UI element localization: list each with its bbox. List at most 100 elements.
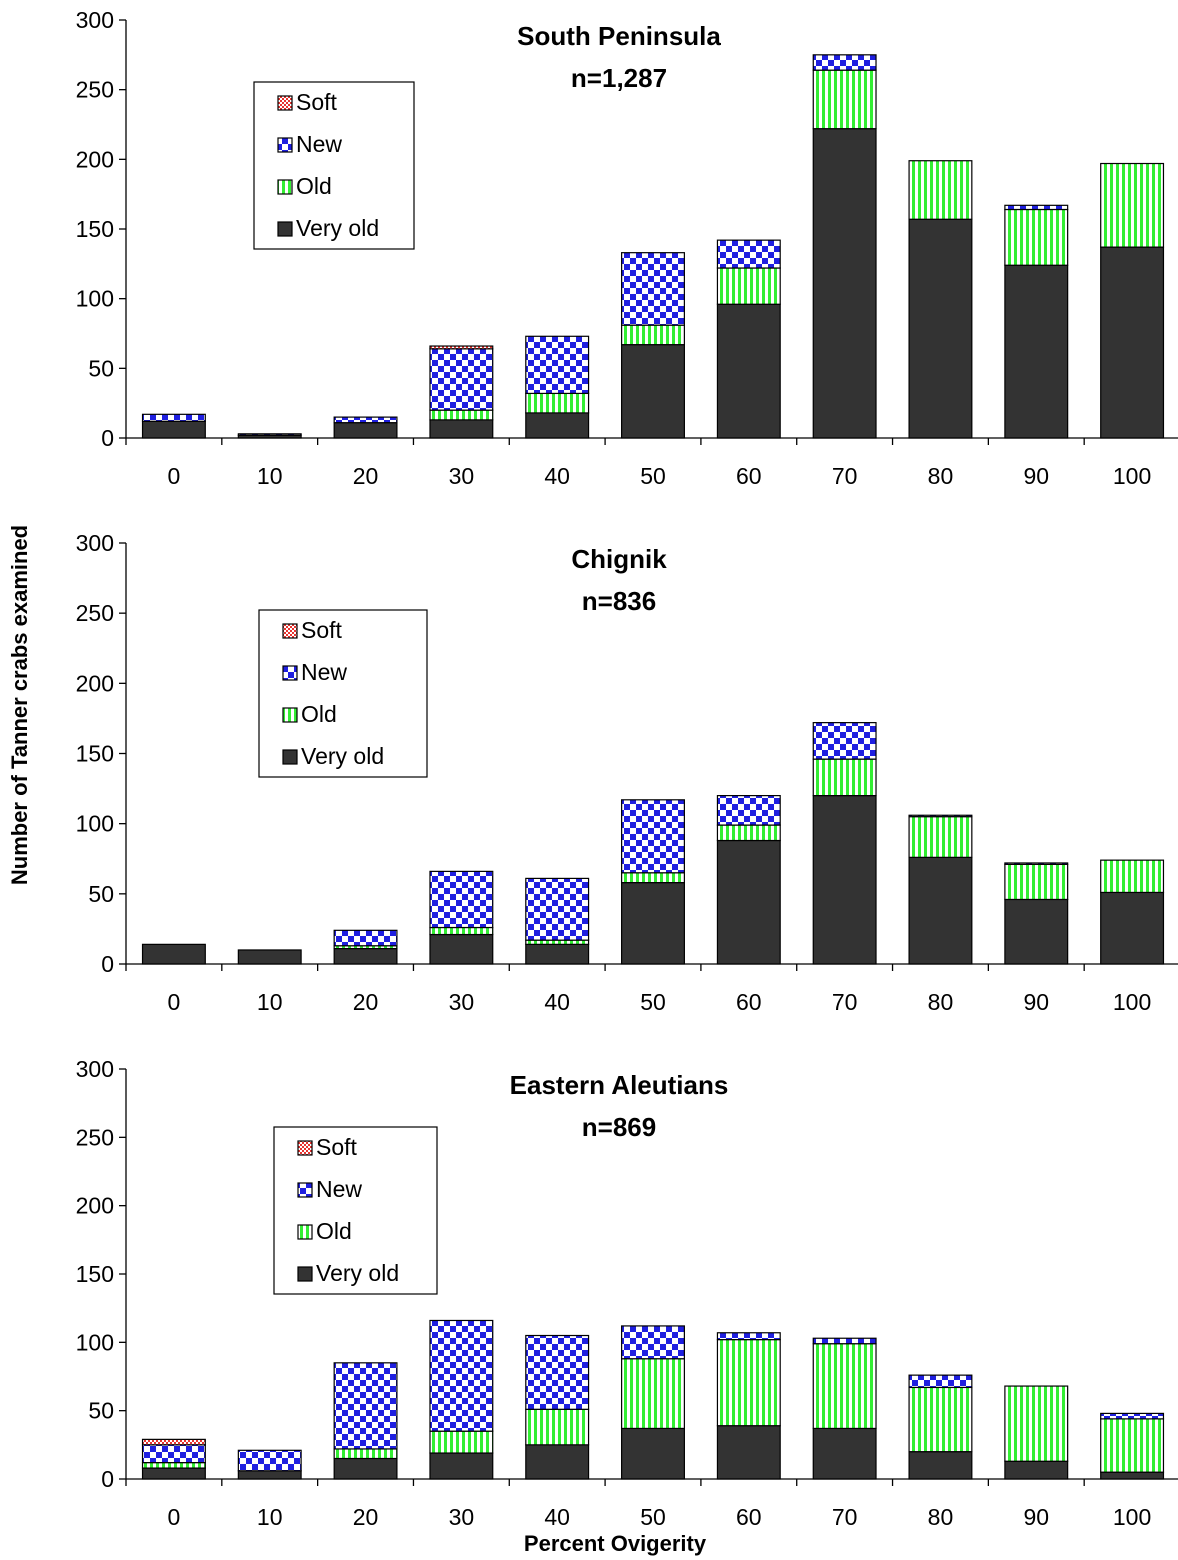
y-tick-label: 200 [76, 670, 114, 696]
bar-segment-very-old [525, 1444, 590, 1480]
legend-swatch [297, 1182, 313, 1198]
bar-segment-new [621, 252, 685, 326]
bar-segment-old [1004, 1385, 1069, 1462]
bar-segment-old [429, 926, 494, 936]
bar-segment-new [716, 1332, 781, 1341]
legend-swatch [297, 1224, 313, 1240]
y-tick-label: 300 [76, 530, 114, 556]
bar-segment-very-old [237, 949, 302, 965]
chart-title: Eastern Aleutians [510, 1070, 729, 1100]
bar-segment-very-old [812, 1427, 877, 1480]
x-tick-label: 40 [544, 1504, 570, 1530]
x-tick-label: 20 [353, 463, 379, 489]
y-tick-label: 250 [76, 1124, 114, 1150]
bar-segment-old [1100, 1418, 1165, 1473]
legend-swatch [277, 95, 293, 111]
bar-segment-new [812, 54, 877, 71]
chart-panel-1: 0 50 100 150 200 250 300 0 10 20 30 40 50 60 70 80 90 100… [76, 530, 1178, 1015]
bar-segment-very-old [812, 128, 877, 439]
x-tick-label: 50 [640, 989, 666, 1015]
legend-swatch [282, 707, 298, 723]
bar-segment-new [1100, 1412, 1165, 1420]
chart-panel-0: 0 50 100 150 200 250 300 0 10 20 30 40 50 60 70 80 90 100… [76, 7, 1178, 489]
bar-segment-old [1100, 162, 1165, 248]
legend-label: Soft [296, 89, 338, 115]
x-tick-label: 0 [168, 989, 181, 1015]
x-tick-label: 90 [1023, 1504, 1049, 1530]
y-tick-label: 0 [101, 425, 114, 451]
legend-swatch [277, 137, 293, 153]
y-tick-label: 150 [76, 216, 114, 242]
y-tick-label: 150 [76, 1261, 114, 1287]
legend-label: Very old [301, 743, 384, 769]
chart-panel-2: 0 50 100 150 200 250 300 0 10 20 30 40 50 60 70 80 90 100… [76, 1056, 1178, 1530]
y-tick-label: 200 [76, 146, 114, 172]
bar-segment-very-old [908, 856, 973, 965]
x-tick-label: 40 [544, 463, 570, 489]
legend-label: Soft [316, 1134, 358, 1160]
bar-segment-very-old [716, 839, 781, 965]
bar-segment-very-old [908, 218, 973, 439]
bar-segment-old [1004, 863, 1069, 901]
chart-subtitle: n=1,287 [571, 63, 667, 93]
bar-segment-very-old [621, 344, 685, 439]
bar-segment-new [429, 870, 494, 929]
x-tick-label: 60 [736, 989, 762, 1015]
x-tick-label: 100 [1113, 1504, 1151, 1530]
y-tick-label: 100 [76, 1329, 114, 1355]
x-tick-label: 80 [928, 989, 954, 1015]
legend: Soft New Old Very old [253, 81, 415, 250]
bar-segment-very-old [333, 947, 398, 965]
x-tick-label: 100 [1113, 463, 1151, 489]
bar-segment-very-old [812, 794, 877, 965]
x-tick-label: 100 [1113, 989, 1151, 1015]
legend-swatch [297, 1140, 313, 1156]
bar-segment-very-old [333, 422, 398, 439]
bar-segment-old [525, 392, 590, 414]
legend-label: Old [316, 1218, 352, 1244]
bar-segment-very-old [141, 1467, 206, 1480]
y-axis-title: Number of Tanner crabs examined [7, 525, 32, 885]
x-tick-label: 80 [928, 1504, 954, 1530]
legend-label: Very old [296, 215, 379, 241]
bar-segment-very-old [716, 303, 781, 439]
legend-swatch [282, 749, 298, 765]
bar-segment-new [621, 1325, 685, 1360]
bar-segment-very-old [716, 1425, 781, 1480]
x-tick-label: 0 [168, 1504, 181, 1530]
bar-segment-new [141, 413, 206, 422]
x-tick-label: 10 [257, 1504, 283, 1530]
bar-segment-old [716, 1338, 781, 1427]
bar-segment-new [525, 877, 590, 941]
legend-label: Soft [301, 617, 343, 643]
bar-segment-new [237, 433, 302, 436]
bar-segment-very-old [333, 1457, 398, 1480]
y-tick-label: 50 [88, 355, 114, 381]
bar-segment-very-old [525, 943, 590, 965]
bar-segment-old [812, 1343, 877, 1430]
x-tick-label: 30 [449, 463, 475, 489]
y-tick-label: 250 [76, 77, 114, 103]
bar-segment-very-old [429, 933, 494, 965]
x-axis-title: Percent Ovigerity [524, 1531, 707, 1556]
bar-segment-old [525, 1408, 590, 1446]
bar-segment-very-old [1100, 246, 1165, 439]
legend-swatch [282, 665, 298, 681]
bar-segment-old [429, 1430, 494, 1454]
y-tick-label: 50 [88, 881, 114, 907]
x-tick-label: 30 [449, 989, 475, 1015]
bar-segment-old [621, 872, 685, 884]
x-tick-label: 40 [544, 989, 570, 1015]
bar-segment-very-old [908, 1451, 973, 1480]
bar-segment-very-old [621, 1427, 685, 1480]
chart-subtitle: n=869 [582, 1112, 656, 1142]
bar-segment-old [812, 758, 877, 797]
bar-segment-new [908, 814, 973, 818]
bar-segment-very-old [1100, 1471, 1165, 1480]
x-tick-label: 70 [832, 463, 858, 489]
y-tick-label: 300 [76, 7, 114, 33]
bar-segment-new [237, 1449, 302, 1472]
bar-segment-new [812, 1337, 877, 1345]
legend: Soft New Old Very old [273, 1126, 438, 1295]
